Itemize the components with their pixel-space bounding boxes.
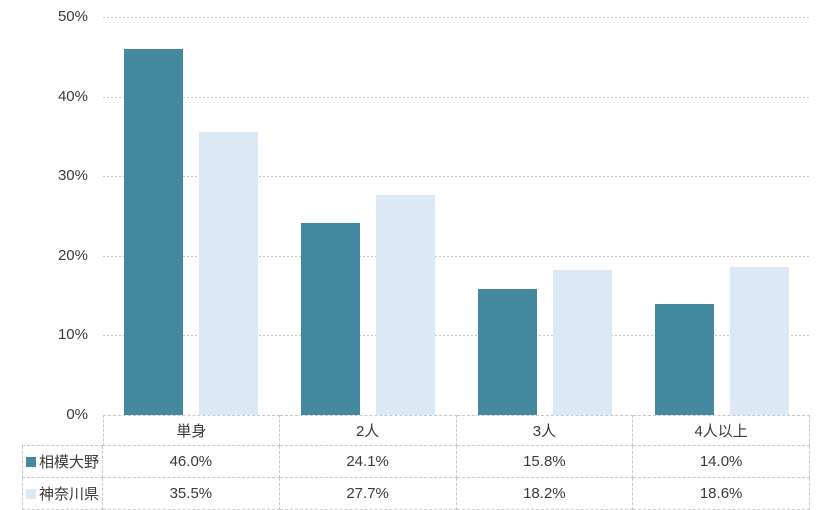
y-axis-tick-label: 50% — [57, 8, 88, 25]
plot-area — [103, 17, 810, 415]
table-value-cell: 46.0% — [103, 446, 280, 478]
y-axis-tick-label: 10% — [57, 326, 88, 344]
gridline — [103, 255, 810, 257]
bar-s1-c3 — [477, 289, 537, 415]
bar-s1-c4 — [654, 303, 714, 415]
bar-s2-c2 — [376, 194, 436, 415]
bar-s1-c2 — [301, 223, 361, 415]
table-row-label: 神奈川県 — [22, 478, 103, 510]
legend-square-icon — [25, 488, 36, 499]
bar-s2-c3 — [552, 270, 612, 415]
data-table: 単身 2人 3人 4人以上相模大野 46.0% 24.1% 15.8% 14.0% 神奈川県 35… — [22, 415, 810, 510]
y-axis-tick-label: 20% — [57, 246, 88, 264]
table-value-cell: 27.7% — [279, 478, 457, 510]
table-col-header: 2人 — [279, 415, 457, 446]
table-value-cell: 18.6% — [633, 478, 810, 510]
bar-groups — [103, 17, 810, 415]
gridline — [103, 335, 810, 337]
series-name-label: 相模大野 — [38, 454, 99, 471]
bar-group-c3 — [457, 17, 634, 415]
gridline — [103, 17, 810, 18]
bar-s1-c1 — [124, 48, 184, 415]
y-axis-tick-label: 30% — [57, 167, 88, 185]
table-value-cell: 18.2% — [456, 478, 634, 510]
bar-group-c2 — [280, 17, 457, 415]
legend-square-icon — [25, 456, 36, 467]
table-row-label: 相模大野 — [22, 446, 103, 478]
y-axis-tick-label: 40% — [57, 87, 88, 105]
y-axis-tick-label: 0% — [66, 406, 88, 423]
table-corner-cell — [22, 415, 103, 446]
table-col-header: 単身 — [103, 415, 280, 446]
gridline — [103, 176, 810, 178]
table-value-cell: 15.8% — [456, 446, 634, 478]
bar-group-c4 — [633, 17, 810, 415]
bar-group-c1 — [103, 17, 280, 415]
table-value-cell: 35.5% — [103, 478, 280, 510]
table-col-header: 4人以上 — [633, 415, 810, 446]
table-col-header: 3人 — [456, 415, 634, 446]
table-value-cell: 14.0% — [633, 446, 810, 478]
gridline — [103, 96, 810, 98]
series-name-label: 神奈川県 — [38, 486, 99, 503]
table-value-cell: 24.1% — [279, 446, 457, 478]
bar-s2-c1 — [199, 132, 259, 415]
bar-s2-c4 — [729, 266, 789, 415]
